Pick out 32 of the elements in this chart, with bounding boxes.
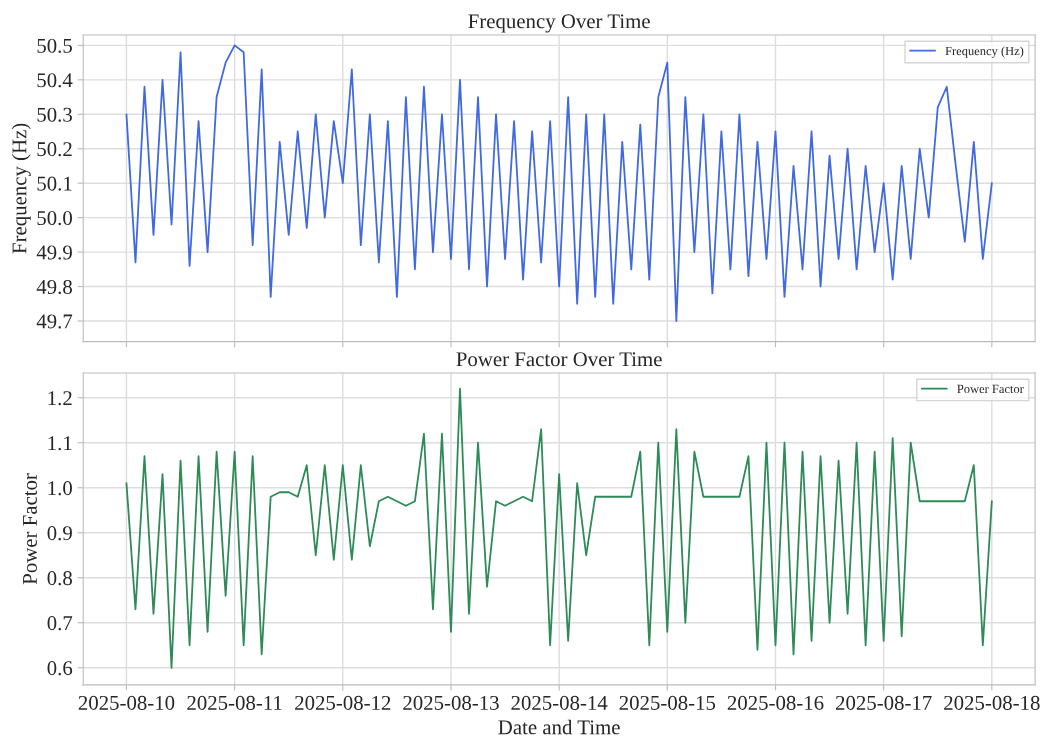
x-tick-label: 2025-08-11: [187, 695, 282, 710]
x-tick-label: 2025-08-17: [835, 695, 932, 710]
y-tick-label: 50.3: [37, 107, 72, 122]
y-tick-label: 1.1: [48, 436, 72, 451]
y-tick-label: 49.9: [36, 245, 72, 260]
chart-title: Frequency Over Time: [468, 14, 650, 33]
x-tick-label: 2025-08-10: [78, 695, 175, 710]
y-tick-label: 49.7: [36, 314, 73, 329]
legend-label: Frequency (Hz): [945, 46, 1024, 58]
y-tick-label: 1.2: [48, 391, 72, 406]
y-tick-label: 50.2: [37, 142, 72, 157]
x-tick-label: 2025-08-15: [619, 695, 716, 710]
x-tick-label: 2025-08-12: [295, 695, 391, 710]
x-axis-title: Date and Time: [498, 719, 620, 735]
legend-label: Power Factor: [957, 384, 1024, 394]
y-tick-label: 0.8: [47, 571, 72, 586]
x-tick-label: 2025-08-18: [944, 695, 1040, 710]
y-tick-label: 0.7: [47, 616, 73, 631]
y-tick-label: 50.4: [37, 73, 73, 88]
y-tick-label: 0.6: [47, 661, 73, 676]
y-tick-label: 50.5: [37, 38, 72, 53]
chart-title: Power Factor Over Time: [456, 352, 662, 367]
y-tick-label: 1.0: [48, 481, 72, 496]
y-tick-label: 50.1: [37, 176, 72, 191]
x-tick-label: 2025-08-16: [727, 695, 824, 710]
y-tick-label: 0.9: [47, 526, 72, 541]
x-tick-label: 2025-08-14: [511, 695, 608, 710]
y-axis-title: Frequency (Hz): [11, 123, 31, 254]
x-tick-label: 2025-08-13: [403, 695, 499, 710]
y-tick-label: 50.0: [37, 211, 72, 226]
y-axis-title: Power Factor: [23, 473, 37, 585]
y-tick-label: 49.8: [36, 279, 72, 295]
